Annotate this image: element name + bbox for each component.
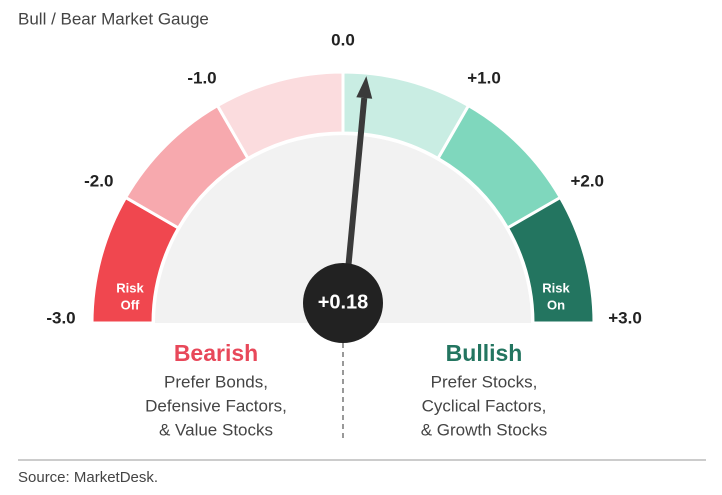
band-label: Risk [116,280,144,295]
tick-label: +3.0 [608,308,642,327]
value-hub [303,263,383,343]
gauge-band [505,195,596,325]
tick-label: +1.0 [467,68,501,87]
tick-label: -1.0 [187,68,216,87]
value-label: +0.18 [318,291,369,313]
annotation-title: Bullish [446,340,523,366]
source: Source: MarketDesk. [18,469,158,486]
tick-label: 0.0 [331,30,355,49]
tick-label: +2.0 [570,171,604,190]
annotation-line: Defensive Factors, [145,396,287,415]
band-label: Off [121,297,140,312]
band-label: On [547,297,565,312]
tick-label: -3.0 [46,308,75,327]
chart-title: Bull / Bear Market Gauge [18,9,209,28]
annotation-line: Prefer Stocks, [431,372,538,391]
gauge-face [155,135,531,323]
annotation-title: Bearish [174,340,258,366]
annotation-line: Cyclical Factors, [422,396,547,415]
needle-head [356,76,373,99]
annotation-line: Prefer Bonds, [164,372,268,391]
tick-label: -2.0 [84,171,113,190]
annotation-line: & Growth Stocks [421,420,548,439]
band-label: Risk [542,280,570,295]
annotation-line: & Value Stocks [159,420,273,439]
